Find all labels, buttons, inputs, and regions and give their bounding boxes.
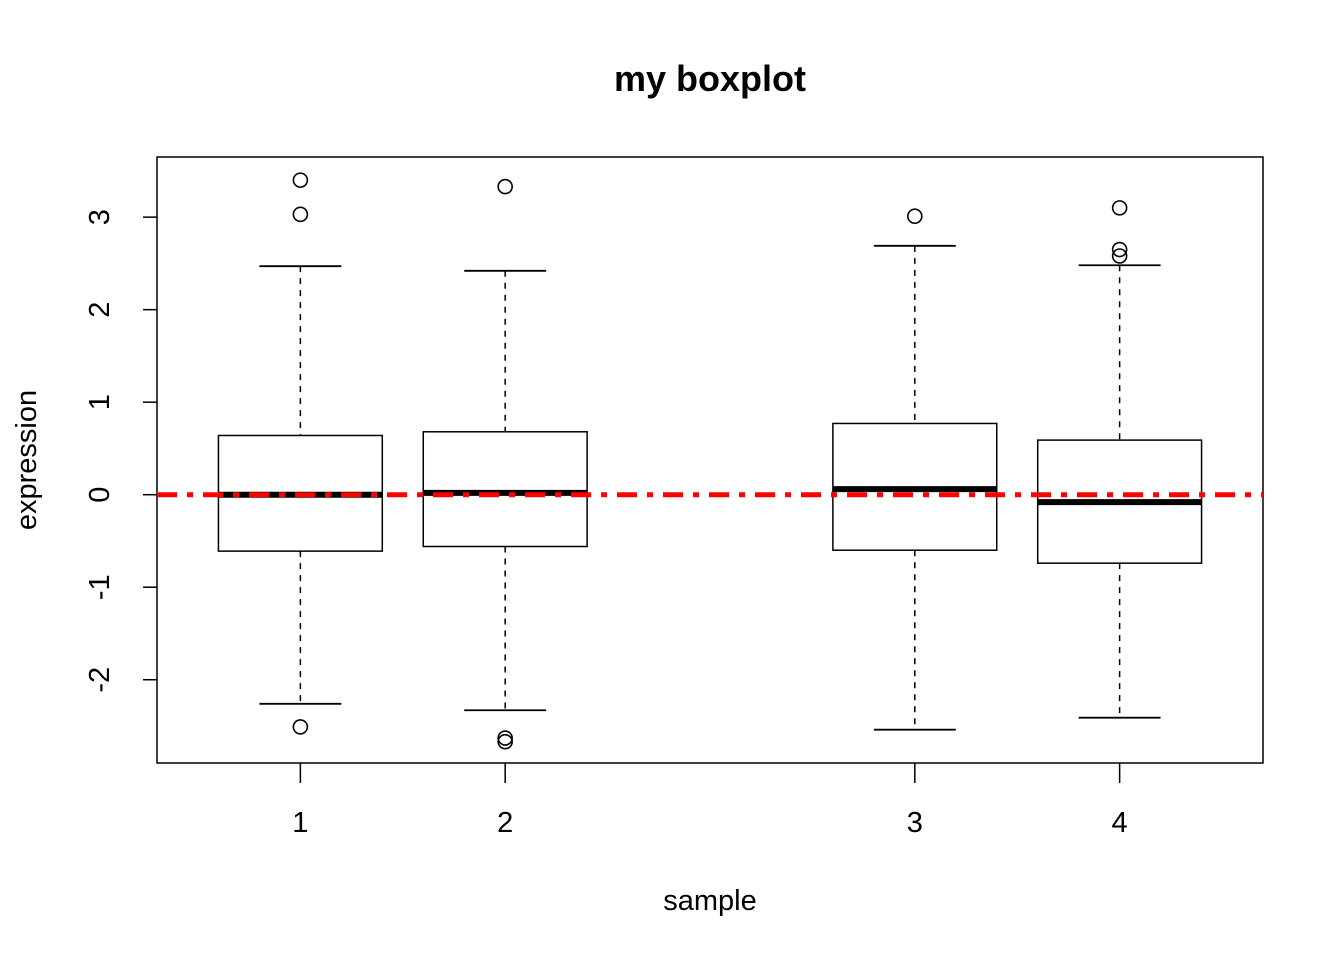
plot-frame xyxy=(156,156,1264,764)
y-tick-label: 1 xyxy=(84,394,116,410)
outlier-point xyxy=(292,719,309,735)
outlier-point xyxy=(1111,248,1128,264)
x-tick-label: 3 xyxy=(907,807,923,839)
outlier-point xyxy=(497,733,513,750)
outlier-point xyxy=(907,208,923,225)
outlier-point xyxy=(497,730,513,746)
x-tick-label: 2 xyxy=(497,807,513,839)
y-axis-label: expression xyxy=(11,390,43,530)
y-tick-label: 2 xyxy=(84,302,116,318)
box xyxy=(422,431,588,548)
y-tick-label: 3 xyxy=(84,209,116,225)
outlier-point xyxy=(1111,200,1128,216)
outlier-point xyxy=(497,178,513,195)
outlier-point xyxy=(292,206,309,223)
plot-area: -2 -1 0 1 2 3 1 2 3 4 xyxy=(84,156,1264,839)
x-tick-label: 4 xyxy=(1112,807,1128,839)
outlier-point xyxy=(292,172,309,188)
x-axis-label: sample xyxy=(663,885,757,917)
y-tick-label: -1 xyxy=(84,574,116,600)
y-tick-label: 0 xyxy=(84,487,116,503)
chart-title: my boxplot xyxy=(614,58,806,99)
x-tick-label: 1 xyxy=(292,807,308,839)
outlier-point xyxy=(1111,241,1128,258)
y-tick-label: -2 xyxy=(84,667,116,693)
